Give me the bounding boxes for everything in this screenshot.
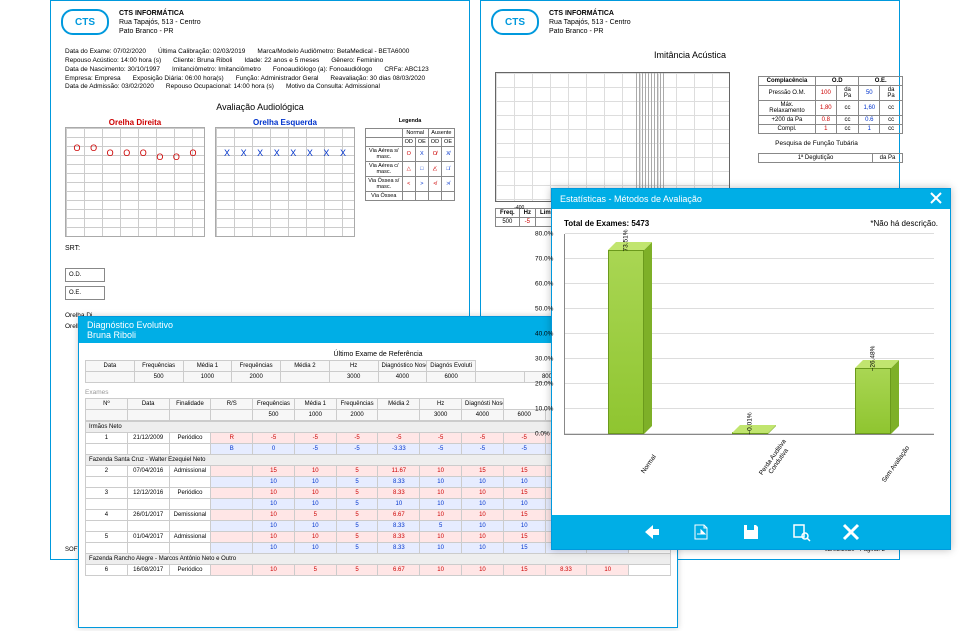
- close-toolbar-icon[interactable]: [840, 521, 862, 543]
- company-info: CTS INFORMÁTICA Rua Tapajós, 513 - Centr…: [119, 9, 201, 36]
- window-estatisticas: Estatísticas - Métodos de Avaliação Tota…: [551, 188, 951, 550]
- ear-right-title: Orelha Direita: [65, 118, 205, 127]
- oe-box: O.E.: [65, 286, 105, 300]
- window-title-line1: Diagnóstico Evolutivo: [87, 320, 173, 330]
- audiogram-left: XXXXXXXX: [215, 127, 355, 237]
- func-tubaria-table: 1ª Deglutiçãoda Pa: [758, 153, 903, 163]
- srt-label: SRT:: [51, 237, 469, 260]
- preview-icon[interactable]: [790, 521, 812, 543]
- compliance-table: ComplacênciaO.DO.E.Pressão O.M.100da Pa5…: [758, 76, 903, 134]
- stats-bar-chart: 0.0%10.0%20.0%30.0%40.0%50.0%60.0%70.0%8…: [564, 234, 934, 435]
- stats-window-title: Estatísticas - Métodos de Avaliação: [560, 194, 702, 204]
- legend-box: Legenda NormalAusente ODOEODOE Via Aérea…: [365, 118, 455, 237]
- total-exames-label: Total de Exames: 5473: [564, 219, 649, 228]
- od-box: O.D.: [65, 268, 105, 282]
- window-titlebar-stats[interactable]: Estatísticas - Métodos de Avaliação: [552, 189, 950, 209]
- ear-left-title: Orelha Esquerda: [215, 118, 355, 127]
- company-logo: CTS: [61, 9, 109, 35]
- section-title: Avaliação Audiológica: [51, 96, 469, 118]
- section-title-imitancia: Imitância Acústica: [481, 44, 899, 66]
- company-info: CTS INFORMÁTICA Rua Tapajós, 513 - Centr…: [549, 9, 631, 36]
- audiogram-right: OOOOOOOO: [65, 127, 205, 237]
- stats-toolbar: [552, 515, 950, 549]
- back-icon[interactable]: [640, 521, 662, 543]
- no-description-label: *Não há descrição.: [870, 219, 938, 228]
- save-icon[interactable]: [740, 521, 762, 543]
- table-row[interactable]: 616/08/2017Periódico10556.671010158.3310: [86, 565, 671, 576]
- tympanogram: -400 -300 -200: [495, 72, 730, 202]
- close-icon[interactable]: [930, 192, 942, 206]
- func-tubaria-title: Pesquisa de Função Tubária: [744, 140, 889, 147]
- window-title-line2: Bruna Riboli: [87, 330, 173, 340]
- exam-metadata: Data do Exame: 07/02/2020 Última Calibra…: [51, 44, 469, 96]
- company-logo: CTS: [491, 9, 539, 35]
- export-icon[interactable]: [690, 521, 712, 543]
